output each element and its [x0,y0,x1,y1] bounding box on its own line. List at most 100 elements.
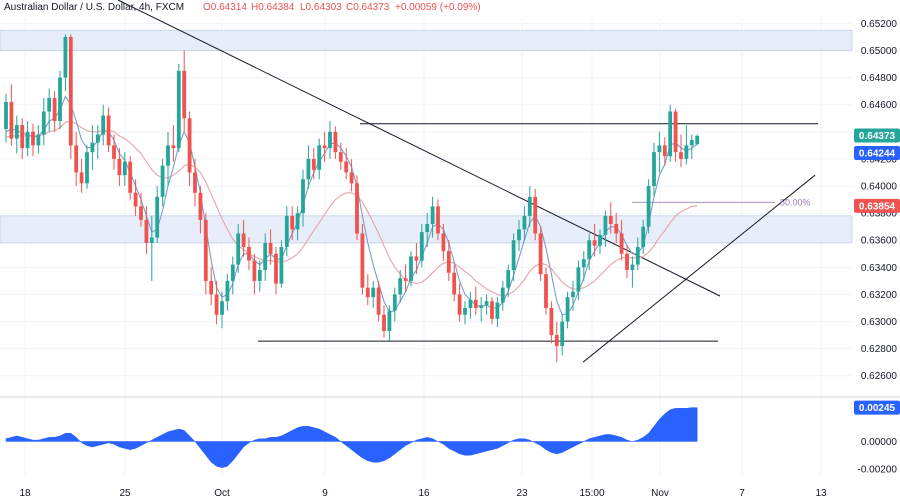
candle[interactable] [176,64,181,153]
candle[interactable] [79,158,84,193]
candle[interactable] [95,125,100,159]
candle[interactable] [587,233,592,271]
candle[interactable] [193,158,197,207]
candle[interactable] [495,297,500,327]
candle[interactable] [484,294,489,315]
candle[interactable] [414,242,419,275]
candle[interactable] [74,131,79,187]
candle[interactable] [14,115,19,154]
candle[interactable] [328,120,332,159]
candle[interactable] [598,229,602,254]
candle[interactable] [220,291,224,329]
candle[interactable] [139,192,143,227]
candle[interactable] [608,202,613,234]
candle[interactable] [560,314,565,356]
candle[interactable] [614,213,619,243]
candle[interactable] [689,134,694,159]
candle[interactable] [668,104,673,162]
candle[interactable] [90,125,95,170]
time-axis[interactable]: 18 25 Oct 9 16 23 15:00 Nov 7 13 [19,488,827,499]
candle[interactable] [549,301,554,344]
candle[interactable] [295,206,300,241]
candle[interactable] [122,152,127,187]
candle[interactable] [355,175,359,241]
candle[interactable] [257,260,262,292]
candle[interactable] [311,148,316,180]
candle[interactable] [333,126,338,159]
candle[interactable] [166,131,170,187]
candle[interactable] [662,137,667,166]
candle[interactable] [317,138,322,180]
candle[interactable] [387,305,392,341]
candle[interactable] [4,93,8,143]
candle[interactable] [36,125,41,154]
descending-trendline[interactable] [117,0,721,297]
candle[interactable] [581,251,586,281]
candle[interactable] [571,280,575,311]
candle[interactable] [409,251,413,287]
candle[interactable] [263,233,268,281]
candle[interactable] [85,145,89,189]
candle[interactable] [301,169,305,227]
candle[interactable] [652,142,656,197]
candle[interactable] [247,237,251,271]
candle[interactable] [463,301,467,325]
candle[interactable] [214,280,219,325]
candle[interactable] [425,213,430,248]
candle[interactable] [133,179,138,216]
candle[interactable] [441,223,446,261]
candle[interactable] [155,186,160,243]
candle[interactable] [144,206,149,254]
candle[interactable] [641,219,646,254]
candle[interactable] [101,104,106,146]
candle[interactable] [274,247,278,295]
candle[interactable] [306,145,311,189]
candle[interactable] [171,125,176,162]
candle[interactable] [106,107,111,153]
candle[interactable] [268,229,273,265]
candle[interactable] [52,91,57,132]
candle[interactable] [182,50,187,132]
candle[interactable] [468,291,473,319]
candle[interactable] [344,148,349,180]
candle[interactable] [603,210,608,248]
candle[interactable] [365,274,370,306]
candle[interactable] [452,264,457,302]
candle[interactable] [376,280,381,322]
candle[interactable] [500,280,505,311]
candle[interactable] [403,264,408,292]
candle[interactable] [160,158,165,207]
candle[interactable] [382,305,386,338]
price-axis[interactable]: 0.652000.650000.648000.646000.644000.642… [854,19,900,382]
candle[interactable] [657,131,662,173]
candle[interactable] [230,256,235,295]
candle[interactable] [20,118,25,159]
candle[interactable] [209,267,214,306]
candle[interactable] [284,206,289,257]
candle[interactable] [522,206,527,241]
candle[interactable] [349,158,354,192]
candle[interactable] [517,219,521,252]
candle[interactable] [446,240,451,281]
candle[interactable] [25,120,30,157]
candle[interactable] [506,264,511,298]
candle[interactable] [68,34,73,159]
candle[interactable] [371,280,376,308]
candle[interactable] [241,219,246,257]
candle[interactable] [544,267,548,315]
candle[interactable] [635,237,640,271]
candle[interactable] [630,256,635,288]
candle[interactable] [554,321,559,363]
candle[interactable] [322,131,327,162]
candle[interactable] [479,297,484,322]
candle[interactable] [290,206,295,241]
candle[interactable] [473,286,478,315]
candle[interactable] [619,219,624,261]
candle[interactable] [398,270,403,303]
candle[interactable] [565,291,570,329]
candle[interactable] [436,199,440,241]
candle[interactable] [511,233,516,281]
candle[interactable] [430,196,435,238]
ascending-trendline[interactable] [582,174,816,363]
